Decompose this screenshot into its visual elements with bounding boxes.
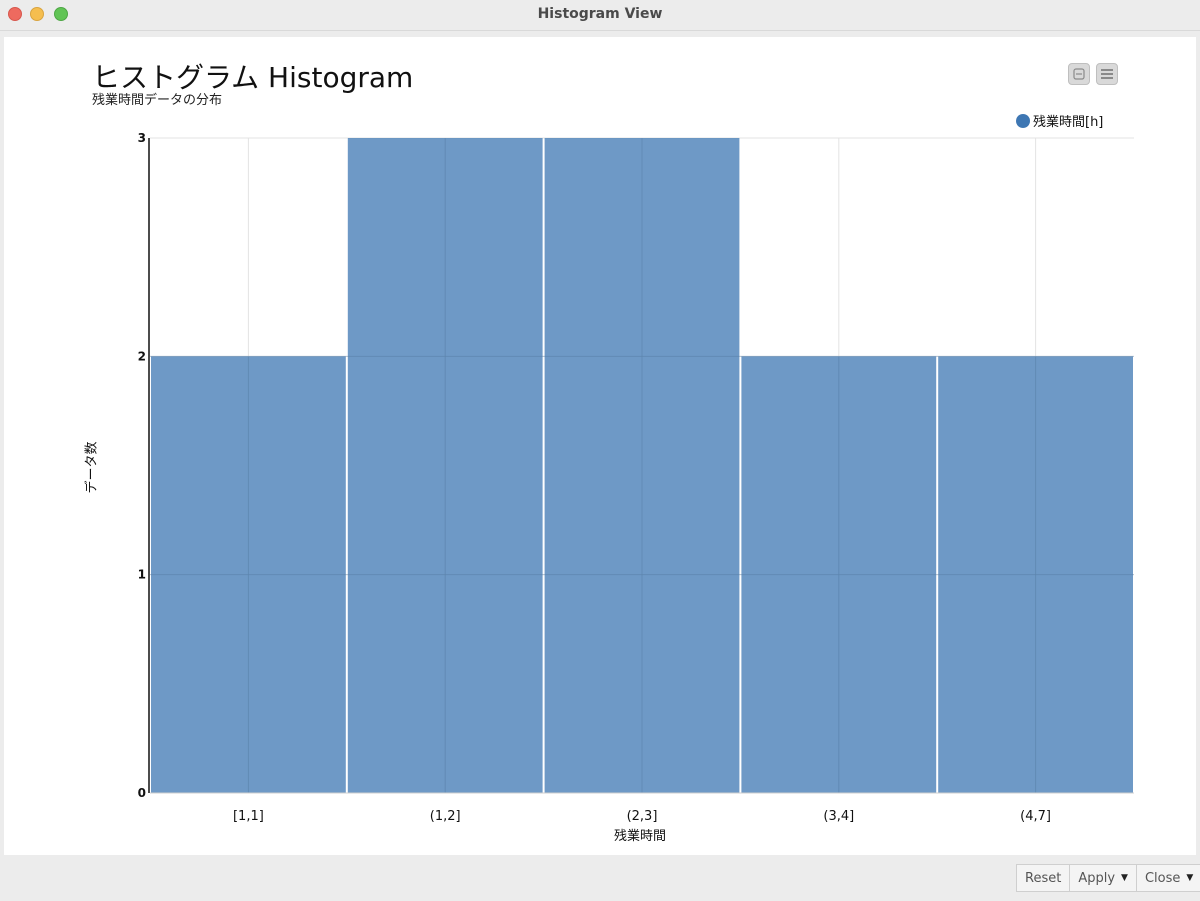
close-label: Close xyxy=(1144,870,1181,886)
histogram-bar xyxy=(741,356,937,793)
axis-layer: 0 1 2 3 [1,1] (1,2] (2,3] (3,4] (4,7] xyxy=(138,131,1134,824)
menu-icon[interactable] xyxy=(1096,63,1118,85)
histogram-bar xyxy=(151,356,346,793)
window-title: Histogram View xyxy=(537,6,663,22)
apply-label: Apply xyxy=(1078,870,1116,886)
x-tick-label: (4,7] xyxy=(1020,809,1051,824)
chart-title: ヒストグラム Histogram xyxy=(92,61,414,94)
y-tick-label: 0 xyxy=(138,786,146,800)
x-tick-label: (3,4] xyxy=(823,809,854,824)
chart-subtitle: 残業時間データの分布 xyxy=(92,93,223,108)
histogram-bar xyxy=(544,138,740,793)
histogram-bar xyxy=(938,356,1133,793)
close-window-button[interactable] xyxy=(8,7,22,21)
apply-button[interactable]: Apply ▼ xyxy=(1069,864,1137,892)
zoom-window-button[interactable] xyxy=(54,7,68,21)
x-tick-label: (2,3] xyxy=(627,809,658,824)
y-tick-label: 2 xyxy=(138,349,146,363)
y-axis-label: データ数 xyxy=(84,441,100,494)
reset-label: Reset xyxy=(1025,870,1062,886)
footer-buttons: Reset Apply ▼ Close ▼ xyxy=(1016,864,1200,892)
window-titlebar: Histogram View xyxy=(0,0,1200,31)
close-dropdown-icon: ▼ xyxy=(1186,873,1194,883)
reset-button[interactable]: Reset xyxy=(1016,864,1071,892)
apply-dropdown-icon: ▼ xyxy=(1121,873,1128,883)
histogram-bar xyxy=(347,138,543,793)
x-axis-label: 残業時間 xyxy=(613,829,666,844)
x-tick-label: (1,2] xyxy=(430,809,461,824)
y-tick-label: 3 xyxy=(138,131,146,145)
minimize-chart-icon[interactable] xyxy=(1068,63,1090,85)
legend-label: 残業時間[h] xyxy=(1033,115,1104,130)
bar-layer xyxy=(150,138,1134,793)
close-button[interactable]: Close ▼ xyxy=(1135,864,1200,892)
x-tick-label: [1,1] xyxy=(233,809,264,824)
legend-marker xyxy=(1016,113,1030,128)
y-tick-label: 1 xyxy=(138,568,146,582)
minimize-window-button[interactable] xyxy=(30,7,44,21)
chart-legend[interactable]: 残業時間[h] xyxy=(1016,111,1103,130)
